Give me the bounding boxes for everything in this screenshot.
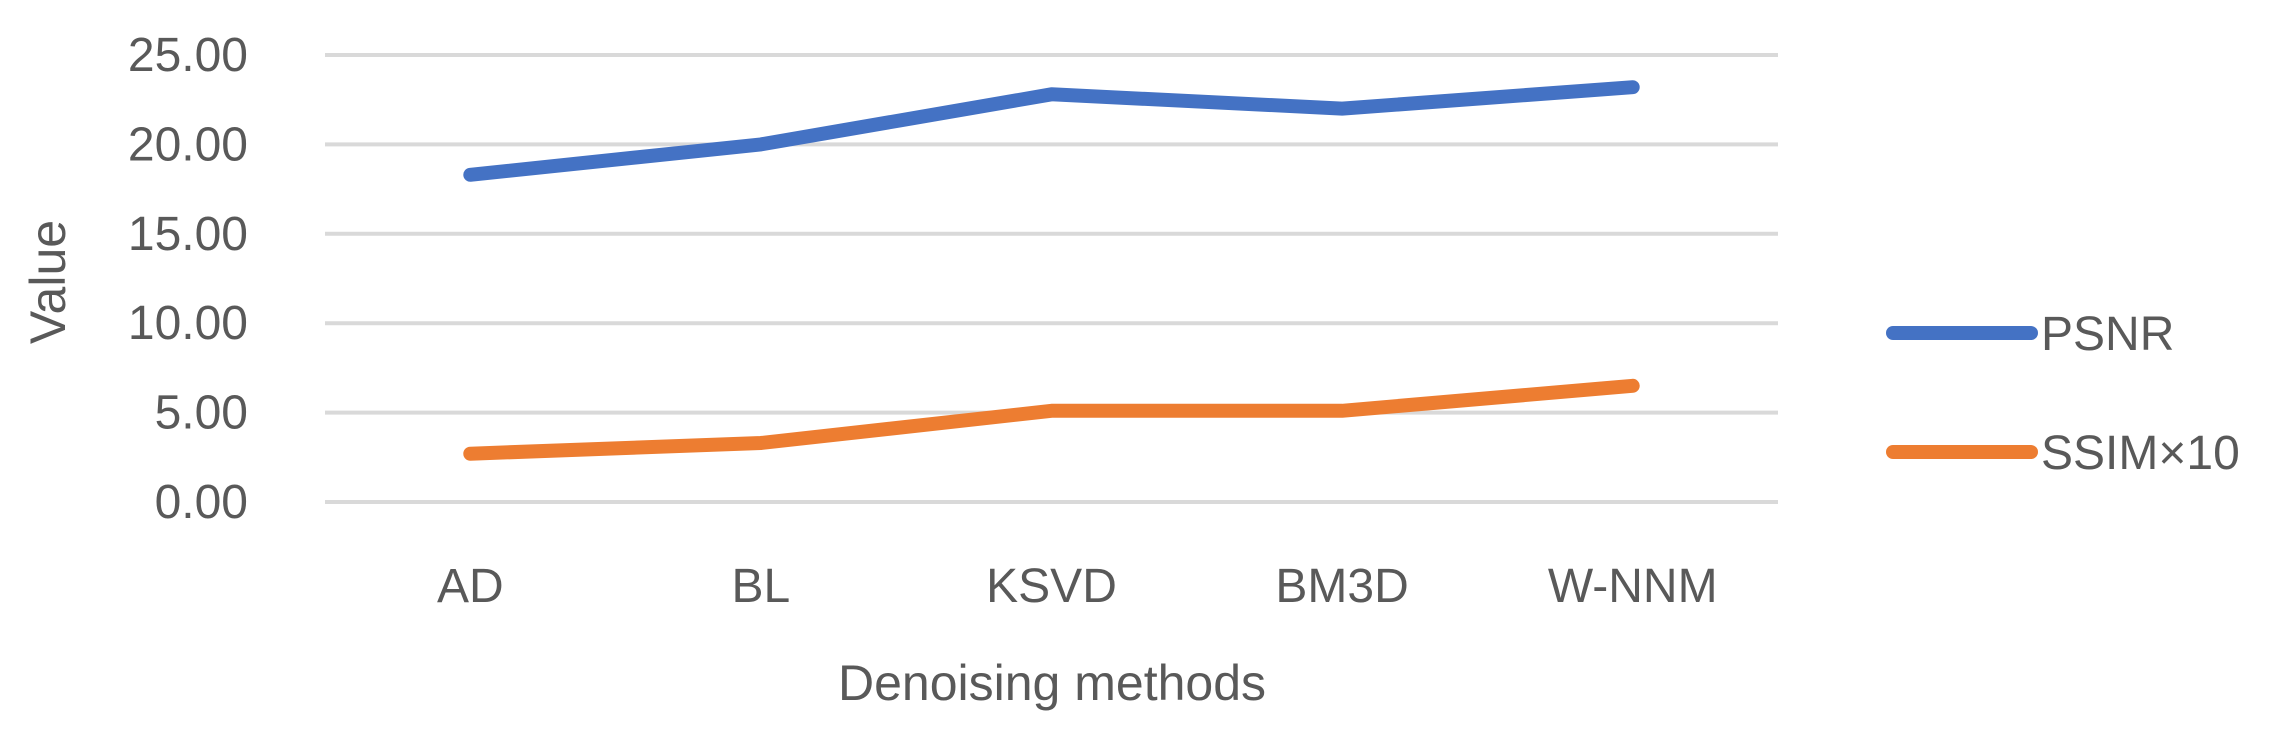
y-tick-label: 5.00 bbox=[155, 387, 248, 440]
legend: PSNR SSIM×10 bbox=[1886, 308, 2240, 480]
gridlines bbox=[325, 53, 1778, 504]
series-line-0 bbox=[463, 80, 1640, 182]
series-line-1 bbox=[463, 378, 1640, 461]
y-tick-label: 20.00 bbox=[128, 118, 248, 171]
y-tick-label: 0.00 bbox=[155, 476, 248, 529]
legend-label: SSIM×10 bbox=[2041, 427, 2240, 480]
x-tick-label: BM3D bbox=[1275, 560, 1408, 613]
series-lines bbox=[463, 80, 1640, 461]
y-tick-label: 10.00 bbox=[128, 297, 248, 350]
x-tick-label: W-NNM bbox=[1548, 560, 1718, 613]
x-tick-label: AD bbox=[437, 560, 504, 613]
x-tick-label: KSVD bbox=[986, 560, 1117, 613]
x-axis-ticks: AD BL KSVD BM3D W-NNM bbox=[437, 560, 1718, 613]
y-axis-title: Value bbox=[20, 220, 76, 344]
y-tick-label: 25.00 bbox=[128, 29, 248, 82]
y-tick-label: 15.00 bbox=[128, 208, 248, 261]
legend-item: PSNR bbox=[1886, 308, 2174, 361]
x-axis-title: Denoising methods bbox=[838, 655, 1266, 711]
x-tick-label: BL bbox=[732, 560, 791, 613]
legend-item: SSIM×10 bbox=[1886, 427, 2240, 480]
legend-label: PSNR bbox=[2041, 308, 2174, 361]
y-axis-ticks: 0.00 5.00 10.00 15.00 20.00 25.00 bbox=[128, 29, 248, 529]
